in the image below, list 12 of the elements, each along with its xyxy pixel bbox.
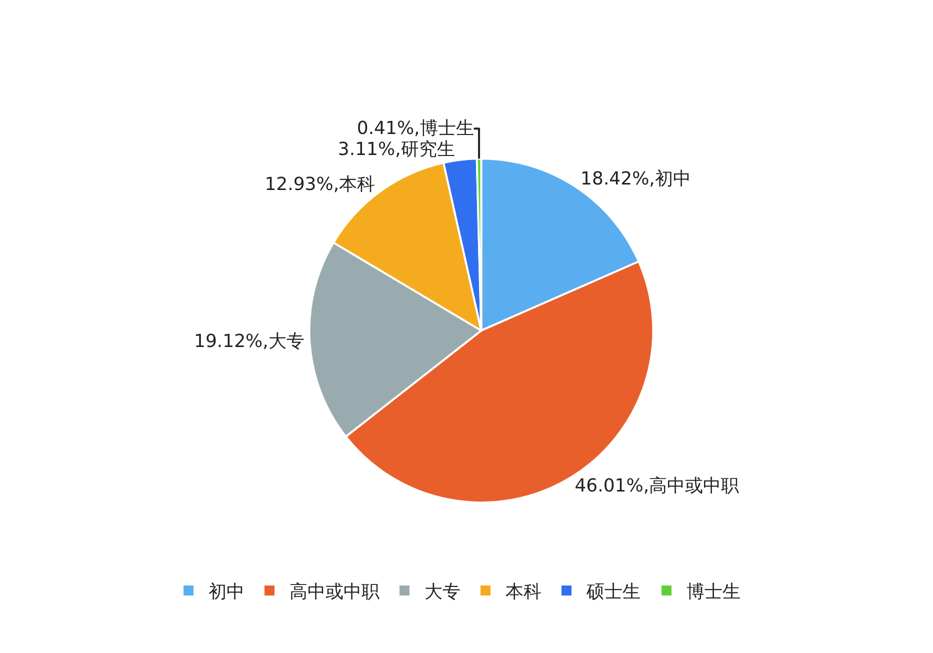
legend-label: 本科 [506,582,542,602]
data-label: 19.12%,大专 [194,331,304,352]
data-label: 46.01%,高中或中职 [574,475,740,496]
data-label: 12.93%,本科 [264,174,376,195]
legend-label: 初中 [208,582,244,602]
data-label: 3.11%,研究生 [338,139,455,160]
legend-label: 博士生 [686,582,740,602]
legend-label: 大专 [424,582,460,602]
data-label: 0.41%,博士生 [356,118,474,140]
data-label: 18.42%,初中 [580,168,691,190]
legend-label: 高中或中职 [290,582,380,602]
legend-label: 硕士生 [586,582,640,602]
